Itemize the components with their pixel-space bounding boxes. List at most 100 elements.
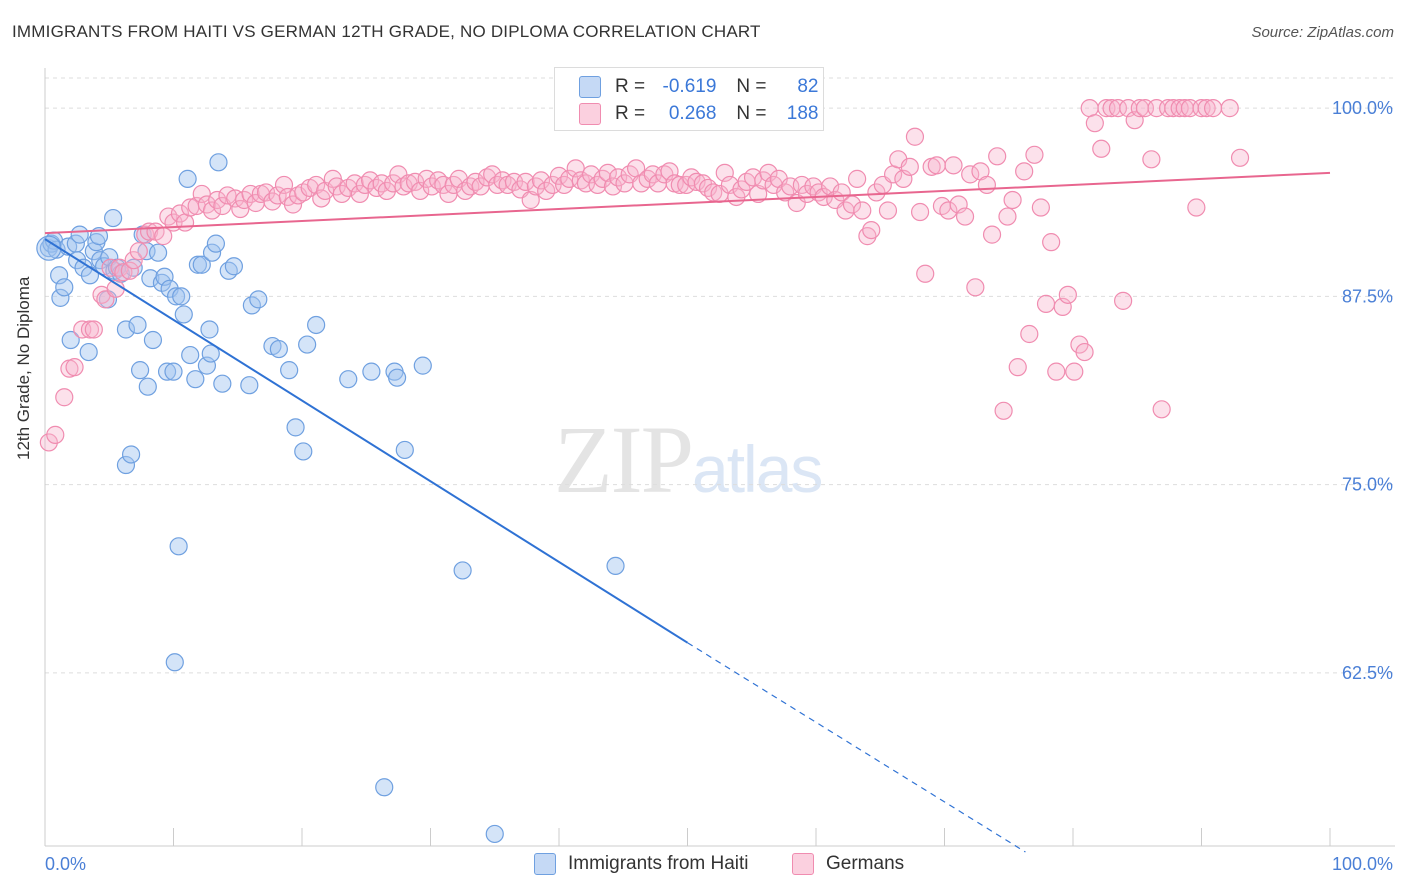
haiti-point <box>89 227 109 246</box>
haiti-point <box>138 377 157 396</box>
germans-n-value: 188 <box>786 103 819 124</box>
german-point <box>114 263 133 282</box>
haiti-point <box>104 208 123 228</box>
german-point <box>350 184 369 204</box>
haiti-point <box>169 537 188 556</box>
german-point <box>655 165 674 184</box>
haiti-point <box>116 320 136 339</box>
legend-row-germans: R = 0.268 N = 188 <box>579 101 819 127</box>
haiti-point <box>55 278 74 297</box>
haiti-point <box>606 556 625 576</box>
german-point <box>905 127 925 146</box>
german-point <box>483 165 502 184</box>
haiti-n-value: 82 <box>797 76 819 97</box>
german-point <box>1008 358 1027 377</box>
german-point <box>927 156 946 175</box>
german-point <box>80 320 100 339</box>
german-point <box>792 175 811 195</box>
y-tick-label: 75.0% <box>1342 475 1393 495</box>
german-point <box>1125 111 1144 130</box>
german-point <box>1220 99 1239 118</box>
german-point <box>944 156 963 175</box>
german-point <box>603 177 623 196</box>
german-point <box>129 242 148 261</box>
haiti-point <box>166 287 186 306</box>
haiti-point <box>36 235 62 261</box>
y-tick-label: 100.0% <box>1332 98 1393 118</box>
german-point <box>749 184 768 204</box>
haiti-trend-extension <box>687 642 1026 853</box>
german-point <box>1031 198 1050 217</box>
haiti-point <box>178 169 197 188</box>
haiti-point <box>453 561 472 580</box>
watermark: ZIPatlas <box>554 404 823 515</box>
germans-legend-label: Germans <box>826 853 905 874</box>
haiti-point <box>128 315 147 335</box>
german-point <box>256 183 276 202</box>
haiti-point <box>165 653 184 672</box>
haiti-point <box>181 345 200 365</box>
haiti-point <box>201 344 220 363</box>
haiti-point <box>141 269 160 288</box>
german-point <box>1080 99 1099 118</box>
axes <box>44 68 1395 847</box>
y-tick-label: 62.5% <box>1342 663 1393 683</box>
german-point <box>571 171 590 190</box>
haiti-point <box>200 320 219 339</box>
haiti-swatch <box>579 76 601 98</box>
germans-legend-swatch <box>792 853 814 875</box>
german-point <box>1036 294 1056 313</box>
haiti-point <box>307 315 326 335</box>
haiti-legend-swatch <box>534 853 556 875</box>
german-point <box>241 184 260 204</box>
haiti-point <box>240 376 259 395</box>
german-point <box>576 174 596 193</box>
german-point <box>1203 99 1223 118</box>
watermark-atlas: atlas <box>692 432 823 506</box>
german-point <box>598 163 617 182</box>
german-point <box>1187 198 1206 217</box>
haiti-point <box>192 255 211 274</box>
german-point <box>394 177 413 196</box>
haiti-point <box>224 257 243 276</box>
german-point <box>566 159 585 178</box>
haiti-r-value: -0.619 <box>662 76 717 97</box>
haiti-point <box>286 418 305 437</box>
y-tick-label: 87.5% <box>1342 286 1393 306</box>
german-point <box>274 175 294 195</box>
haiti-point <box>249 290 268 309</box>
german-point <box>120 261 139 280</box>
german-point <box>516 172 535 192</box>
haiti-point <box>143 330 163 350</box>
german-point <box>65 358 84 377</box>
german-point <box>55 388 74 407</box>
german-point <box>307 175 326 195</box>
german-point <box>867 183 886 202</box>
german-point <box>1170 99 1189 118</box>
haiti-point <box>50 266 69 285</box>
haiti-point <box>269 339 288 359</box>
haiti-point <box>148 243 168 262</box>
german-point <box>1075 342 1094 362</box>
haiti-point <box>206 234 226 253</box>
german-point <box>361 171 380 190</box>
german-point <box>202 201 222 220</box>
german-point <box>549 166 569 185</box>
german-point <box>961 165 980 184</box>
haiti-points <box>36 153 625 844</box>
haiti-point <box>79 342 98 362</box>
haiti-point <box>155 267 174 286</box>
german-point <box>531 171 551 190</box>
german-point <box>1108 99 1128 118</box>
haiti-point <box>209 153 228 172</box>
haiti-n-label: N = <box>736 76 767 97</box>
tick-labels: 100.0% 87.5% 75.0% 62.5% 0.0% 100.0% <box>45 98 1393 874</box>
haiti-point <box>395 440 414 460</box>
german-point <box>715 163 734 182</box>
german-point <box>1114 291 1133 310</box>
haiti-point <box>197 356 217 375</box>
haiti-point <box>116 455 136 475</box>
haiti-trend-line <box>44 238 689 644</box>
german-point <box>910 202 930 222</box>
